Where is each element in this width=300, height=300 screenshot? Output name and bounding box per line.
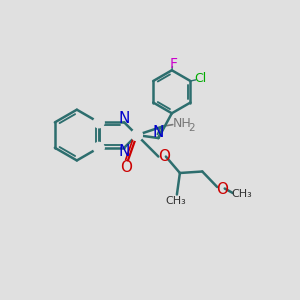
Circle shape	[93, 142, 104, 153]
Text: N: N	[118, 144, 130, 159]
Text: F: F	[169, 57, 177, 71]
Circle shape	[131, 130, 142, 140]
Text: O: O	[158, 149, 170, 164]
Text: O: O	[217, 182, 229, 197]
Text: N: N	[153, 125, 164, 140]
Text: Cl: Cl	[194, 72, 206, 85]
Text: N: N	[118, 111, 130, 126]
Text: 2: 2	[188, 123, 195, 133]
Text: CH₃: CH₃	[165, 196, 186, 206]
Text: O: O	[120, 160, 132, 175]
Circle shape	[93, 117, 104, 128]
Circle shape	[131, 130, 142, 140]
Text: CH₃: CH₃	[231, 190, 252, 200]
Text: NH: NH	[173, 117, 192, 130]
